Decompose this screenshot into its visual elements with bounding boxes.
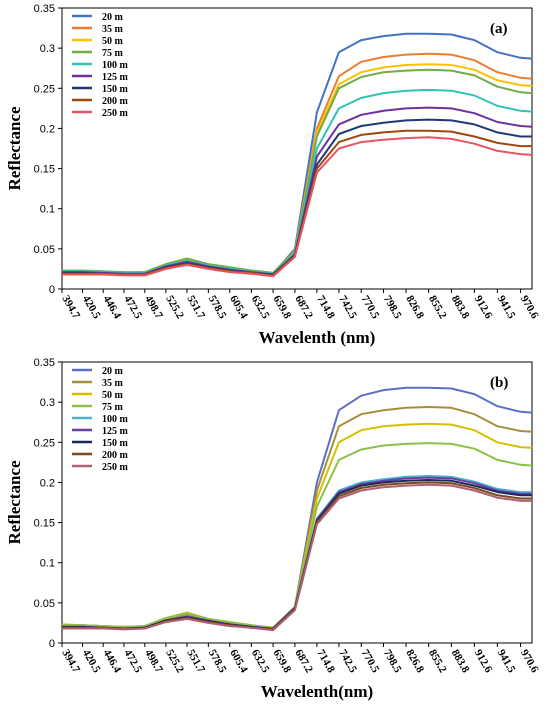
chart-b-xtick-label: 446.4 [101, 648, 124, 676]
chart-a-legend-label: 150 m [102, 84, 129, 95]
chart-a-legend-label: 20 m [102, 12, 124, 23]
chart-a-xtick-label: 770.5 [359, 294, 382, 322]
chart-b-xtick-label: 659.8 [270, 648, 293, 676]
chart-a-xtick-label: 883.8 [449, 294, 472, 322]
chart-a-ytick-label: 0.15 [34, 164, 55, 176]
chart-b-legend-label: 200 m [102, 450, 129, 461]
chart-b-xtick-label: 714.8 [314, 648, 337, 676]
chart-a-y-axis-title: Reflectance [5, 106, 24, 190]
chart-a-series-line-250m [62, 136, 533, 278]
chart-b-ytick-label: 0.3 [40, 397, 55, 409]
chart-b-panel-label: (b) [490, 375, 508, 391]
chart-a-legend-label: 250 m [102, 108, 129, 119]
chart-b-ytick-label: 0.1 [40, 558, 55, 570]
chart-b-xtick-label: 687.2 [292, 648, 315, 676]
chart-b-ytick-label: 0.15 [34, 518, 55, 530]
chart-a-xtick-label: 941.5 [495, 294, 518, 322]
chart-a-xtick-label: 551.7 [184, 294, 207, 322]
chart-a-ytick-label: 0.1 [40, 204, 55, 216]
chart-a-xtick-label: 687.2 [292, 294, 315, 322]
chart-a-xtick-label: 498.7 [142, 294, 165, 322]
chart-b-xtick-label: 826.8 [403, 648, 426, 676]
chart-a-legend-label: 50 m [102, 36, 124, 47]
chart-a-legend-label: 125 m [102, 72, 129, 83]
chart-b-series-line-200m [62, 481, 532, 631]
chart-b-xtick-label: 578.5 [206, 648, 229, 676]
chart-b-ytick-label: 0.35 [34, 357, 55, 369]
chart-a-x-axis-title: Wavelenth (nm) [259, 328, 376, 347]
chart-b-xtick-label: 970.6 [518, 648, 541, 676]
chart-b-ytick-label: 0.25 [34, 437, 55, 449]
chart-b-xtick-label: 941.5 [495, 648, 518, 676]
chart-b-y-axis-title: Reflectance [5, 460, 24, 544]
chart-b-x-axis-title: Wavelenth(nm) [261, 682, 373, 701]
chart-a-plot-frame [61, 7, 533, 290]
chart-b-series-line-250m [62, 483, 532, 632]
chart-b-svg: 0 0.05 0.1 0.15 0.2 0.25 0.3 0.35 394.7420.5446.… [5, 357, 541, 701]
chart-b-legend-label: 150 m [102, 438, 129, 449]
chart-b-xtick-label: 883.8 [449, 648, 472, 676]
chart-a-xtick-label: 605.4 [227, 294, 250, 322]
chart-a-xtick-label: 912.6 [472, 294, 495, 322]
chart-a-ytick-label: 0.25 [34, 83, 55, 95]
chart-a-legend-label: 35 m [102, 24, 124, 35]
chart-a-xtick-label: 855.2 [426, 294, 449, 322]
chart-a-xtick-label: 714.8 [314, 294, 337, 322]
chart-b-legend-label: 75 m [102, 402, 124, 413]
chart-a-xtick-label: 446.4 [101, 294, 124, 322]
chart-b-xtick-label: 632.5 [249, 648, 272, 676]
chart-a-xtick-label: 472.5 [121, 294, 144, 322]
chart-a-xtick-label: 394.7 [59, 294, 82, 322]
chart-a-legend-label: 75 m [102, 48, 124, 59]
chart-a-panel-label: (a) [490, 21, 508, 37]
chart-b-xtick-label: 498.7 [142, 648, 165, 676]
chart-a-ytick-label: 0 [49, 284, 55, 296]
chart-a-xtick-label: 826.8 [403, 294, 426, 322]
chart-panel-a: 0 0.05 0.1 0.15 0.2 0.25 0.3 0.35 394.7 420.5 446.… [5, 3, 541, 347]
chart-b-series-line-150m [62, 479, 532, 631]
chart-b-ytick-label: 0.05 [34, 598, 55, 610]
chart-a-xtick-label: 659.8 [270, 294, 293, 322]
chart-a-xtick-label: 742.5 [336, 294, 359, 322]
chart-b-xtick-label: 770.5 [359, 648, 382, 676]
chart-b-legend-label: 35 m [102, 378, 124, 389]
chart-b-xtick-label: 394.7 [59, 648, 82, 676]
chart-a-xtick-label: 970.6 [518, 294, 541, 322]
chart-a-svg: 0 0.05 0.1 0.15 0.2 0.25 0.3 0.35 394.7420.5446.… [5, 3, 541, 347]
chart-b-plot-frame [61, 361, 533, 644]
chart-a-xtick-label: 798.5 [381, 294, 404, 322]
chart-a-legend-label: 200 m [102, 96, 129, 107]
chart-a-series-line-200m [62, 129, 532, 277]
chart-b-ytick-label: 0.2 [40, 477, 55, 489]
chart-a-ytick-label: 0.3 [40, 43, 55, 55]
chart-panel-b: 0 0.05 0.1 0.15 0.2 0.25 0.3 0.35 394.7 420.5 446.… [0, 354, 550, 708]
chart-b-xtick-label: 525.2 [163, 648, 186, 676]
chart-b-ytick-label: 0 [49, 638, 55, 650]
chart-a-ytick-label: 0.05 [34, 244, 55, 256]
chart-a-ytick-label: 0.2 [40, 123, 55, 135]
chart-a-xtick-label: 578.5 [206, 294, 229, 322]
chart-b-xtick-label: 605.4 [227, 648, 250, 676]
chart-b-legend-label: 100 m [102, 414, 129, 425]
chart-a-xtick-label: 632.5 [249, 294, 272, 322]
chart-a-xtick-label: 525.2 [163, 294, 186, 322]
chart-b-legend-label: 20 m [102, 366, 124, 377]
chart-b-xtick-label: 798.5 [381, 648, 404, 676]
chart-b-xtick-label: 912.6 [472, 648, 495, 676]
chart-a-ytick-label: 0.35 [34, 3, 55, 15]
chart-b-xtick-label: 855.2 [426, 648, 449, 676]
chart-b-xtick-label: 742.5 [336, 648, 359, 676]
chart-a-legend-label: 100 m [102, 60, 129, 71]
chart-b-legend-label: 250 m [102, 462, 129, 473]
chart-b-xtick-label: 472.5 [121, 648, 144, 676]
chart-b-xtick-label: 420.5 [80, 648, 103, 676]
chart-b-legend-label: 50 m [102, 390, 124, 401]
chart-a-xtick-label: 420.5 [80, 294, 103, 322]
chart-b-legend-label: 125 m [102, 426, 129, 437]
chart-b-xtick-label: 551.7 [184, 648, 207, 676]
